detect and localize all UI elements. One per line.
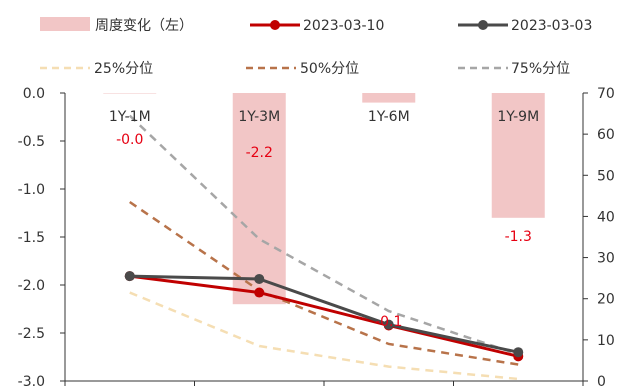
series-line-2023-03-03 bbox=[129, 274, 519, 354]
series-line-50%分位 bbox=[129, 200, 519, 366]
right-tick-label: 40 bbox=[597, 209, 615, 225]
category-label: 1Y-9M bbox=[497, 109, 539, 125]
legend-swatch-bars bbox=[40, 17, 90, 31]
left-tick-label: -3.0 bbox=[18, 374, 45, 390]
bar-1Y-1M bbox=[103, 93, 157, 94]
legend-label-bars: 周度变化（左） bbox=[95, 18, 193, 34]
legend-label-2023-03-10: 2023-03-10 bbox=[303, 18, 384, 34]
series-point-2023-03-10 bbox=[254, 287, 265, 298]
left-tick-label: 0.0 bbox=[23, 86, 45, 102]
legend-marker-2023-03-10 bbox=[270, 20, 280, 30]
legend-label-p75: 75%分位 bbox=[511, 61, 570, 77]
legend: 周度变化（左） 2023-03-10 2023-03-03 25%分位 50%分… bbox=[40, 17, 592, 77]
legend-label-p50: 50%分位 bbox=[300, 61, 359, 77]
series-point-2023-03-03 bbox=[383, 319, 394, 330]
bar-1Y-6M bbox=[362, 93, 416, 103]
right-tick-label: 10 bbox=[597, 333, 615, 349]
bar-value-label: -0.0 bbox=[116, 132, 143, 148]
left-tick-label: -2.5 bbox=[18, 326, 45, 342]
left-tick-label: -1.5 bbox=[18, 230, 45, 246]
bar-labels: -0.0 -2.2 -0.1 -1.3 bbox=[116, 132, 532, 330]
series-point-2023-03-03 bbox=[254, 273, 265, 284]
category-label: 1Y-1M bbox=[109, 109, 151, 125]
series-line-25%分位 bbox=[129, 291, 519, 381]
bar-1Y-9M bbox=[491, 93, 545, 218]
category-label: 1Y-6M bbox=[368, 109, 410, 125]
right-tick-label: 70 bbox=[597, 86, 615, 102]
category-label: 1Y-3M bbox=[238, 109, 280, 125]
right-tick-label: 60 bbox=[597, 127, 615, 143]
right-tick-label: 30 bbox=[597, 251, 615, 267]
legend-label-p25: 25%分位 bbox=[94, 61, 153, 77]
bars bbox=[103, 93, 545, 305]
left-tick-label: -2.0 bbox=[18, 278, 45, 294]
right-tick-label: 20 bbox=[597, 292, 615, 308]
category-labels: 1Y-1M 1Y-3M 1Y-6M 1Y-9M bbox=[109, 109, 539, 125]
left-tick-label: -0.5 bbox=[18, 134, 45, 150]
bar-value-label: -0.1 bbox=[375, 314, 402, 330]
legend-label-2023-03-03: 2023-03-03 bbox=[511, 18, 592, 34]
series-point-2023-03-03 bbox=[513, 347, 524, 358]
bar-value-label: -1.3 bbox=[505, 229, 532, 245]
legend-marker-2023-03-03 bbox=[478, 20, 488, 30]
series-line-2023-03-10 bbox=[129, 274, 519, 358]
bar-value-label: -2.2 bbox=[246, 145, 273, 161]
left-tick-label: -1.0 bbox=[18, 182, 45, 198]
series-point-2023-03-03 bbox=[124, 271, 135, 282]
bar-1Y-3M bbox=[232, 93, 286, 305]
lines bbox=[124, 114, 524, 381]
right-tick-label: 50 bbox=[597, 168, 615, 184]
axes: 0.0 -0.5 -1.0 -1.5 -2.0 -2.5 -3.0 70 60 50 40 30 20 1… bbox=[18, 86, 615, 390]
series-line-75%分位 bbox=[128, 114, 519, 356]
right-tick-label: 0 bbox=[597, 374, 606, 390]
